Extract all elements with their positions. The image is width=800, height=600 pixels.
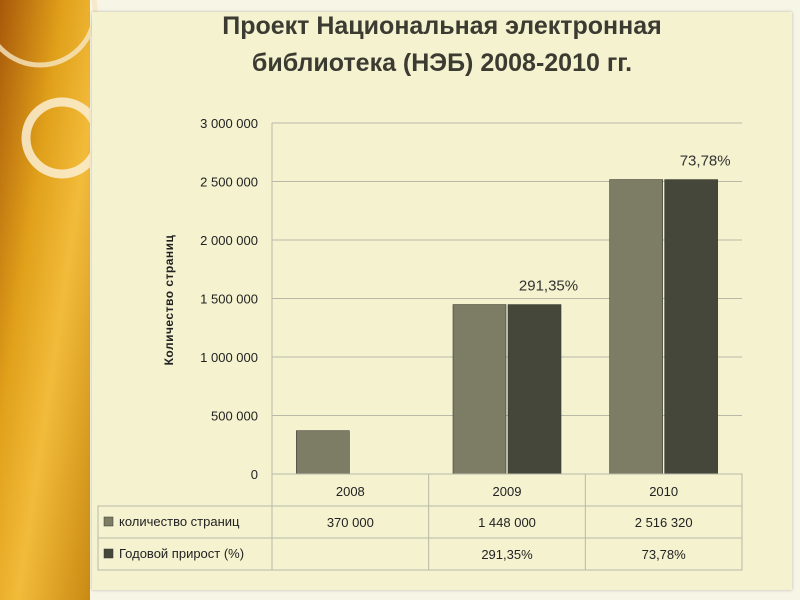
- data-table: 2008 2009 2010 количество страниц 370 000 1 4…: [97, 473, 743, 571]
- table-cell-0-2010: 2 516 320: [635, 515, 693, 530]
- decor-ring-large: [0, 0, 98, 68]
- chart-title-line-1: Проект Национальная электронная: [222, 12, 662, 40]
- table-cell-0-2008: 370 000: [327, 515, 374, 530]
- bar-annotation-2010: 73,78%: [680, 153, 731, 170]
- y-axis-ticks: 0 500 000 1 000 000 1 500 000 2 000 000 2 500…: [200, 116, 258, 482]
- x-tick-label-2008: 2008: [336, 484, 365, 499]
- x-tick-label-2009: 2009: [493, 484, 522, 499]
- legend-entry-1: Годовой прирост (%): [119, 546, 244, 561]
- chart-title-line-2: библиотека (НЭБ) 2008-2010 гг.: [251, 49, 633, 77]
- bar-1-2009: [507, 304, 562, 475]
- bar-0-2009: [452, 304, 507, 475]
- y-tick-label-4: 2 000 000: [200, 233, 258, 248]
- x-tick-label-2010: 2010: [649, 484, 678, 499]
- table-cell-1-2010: 73,78%: [642, 547, 687, 562]
- bar-annotation-2009: 291,35%: [519, 278, 578, 295]
- table-cell-0-2009: 1 448 000: [478, 515, 536, 530]
- bars: [296, 179, 718, 475]
- chart-title: Проект Национальная электронная библиоте…: [92, 8, 792, 82]
- bar-0-2008: [296, 430, 350, 475]
- bar-0-2010: [609, 179, 663, 475]
- y-tick-label-5: 2 500 000: [200, 175, 258, 190]
- y-tick-label-1: 500 000: [211, 409, 258, 424]
- y-axis-label-text: Количество страниц: [162, 234, 176, 366]
- legend-entry-0: количество страниц: [119, 514, 240, 529]
- bar-1-2010: [664, 179, 718, 475]
- y-tick-label-6: 3 000 000: [200, 116, 258, 131]
- y-tick-label-0: 0: [251, 467, 258, 482]
- bar-annotations: 291,35% 73,78%: [519, 153, 731, 295]
- legend-swatch-1: [103, 548, 114, 559]
- legend-swatch-0: [103, 516, 114, 527]
- y-tick-label-2: 1 000 000: [200, 350, 258, 365]
- table-cell-1-2009: 291,35%: [481, 547, 533, 562]
- y-tick-label-3: 1 500 000: [200, 292, 258, 307]
